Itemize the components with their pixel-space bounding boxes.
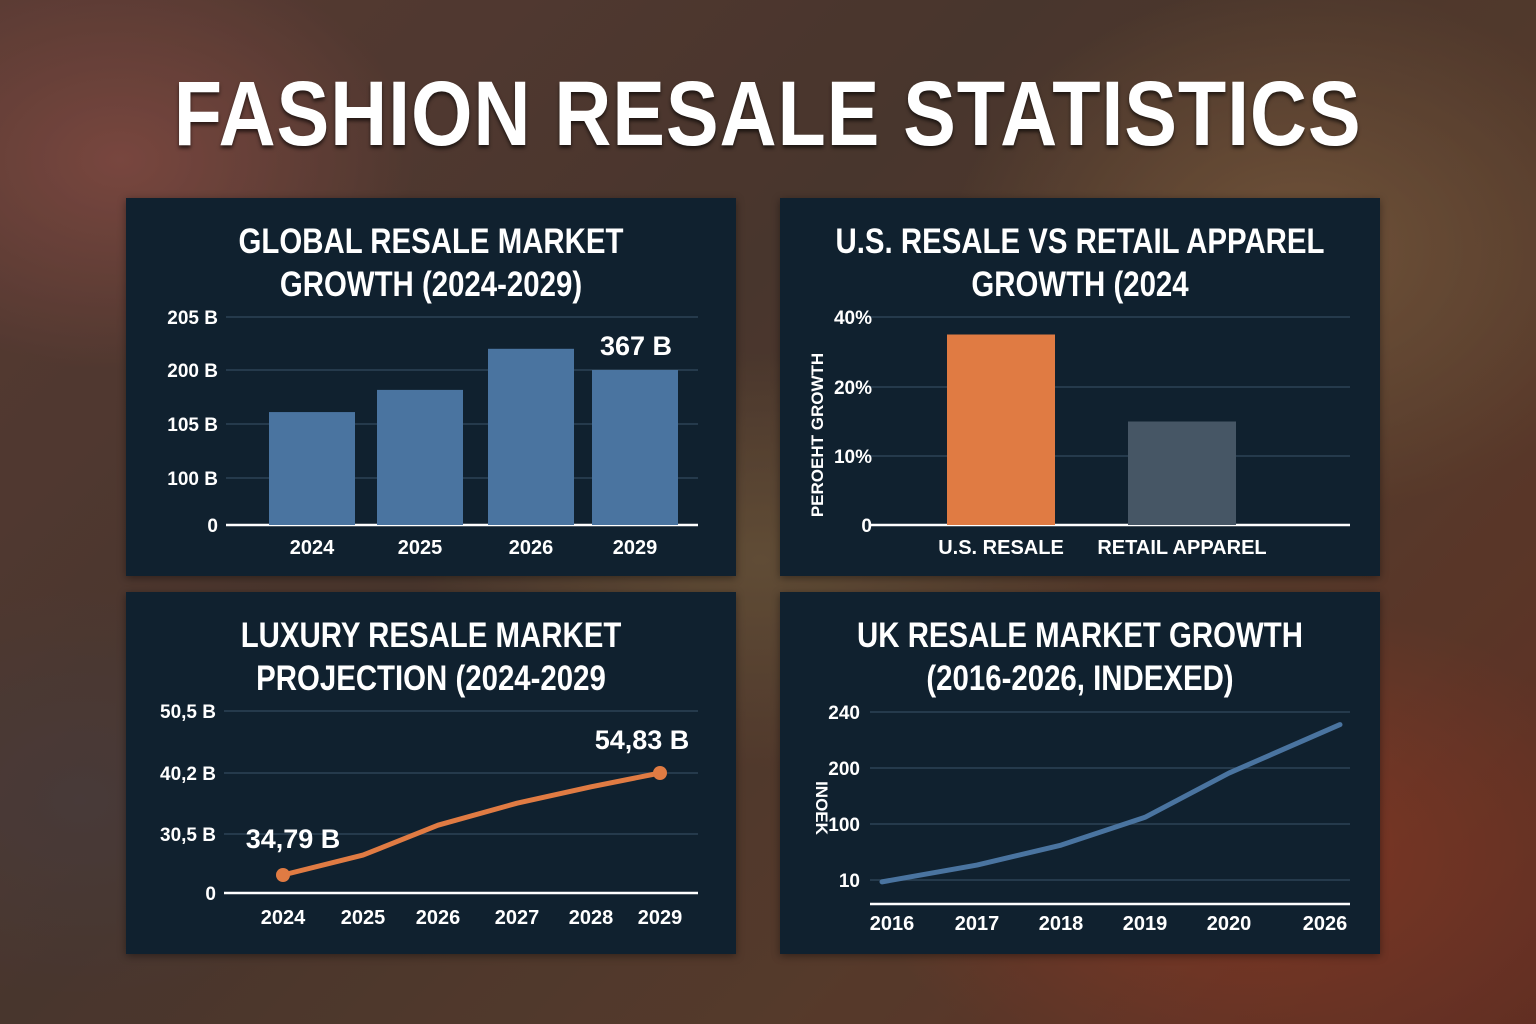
x-tick-label: 2026 (509, 537, 554, 559)
chart-title-line: U.S. RESALE VS RETAIL APPAREL (835, 222, 1325, 261)
us-resale-vs-retail-chart-panel: U.S. RESALE VS RETAIL APPAREL GROWTH (202… (780, 198, 1380, 576)
chart-svg: 0 100 B 105 B 200 B 205 B 2024 2025 2026 2029 367… (167, 308, 698, 559)
x-tick-label: RETAIL APPAREL (1097, 537, 1266, 559)
chart-title-line: PROJECTION (2024-2029 (256, 659, 606, 698)
y-tick-label: 50,5 B (160, 702, 216, 723)
data-label: 367 B (600, 331, 672, 361)
chart-svg: 0 10% 20% 40% U.S. RESALE RETAIL APPAREL PEROE… (808, 308, 1350, 559)
chart-title-line: UK RESALE MARKET GROWTH (857, 616, 1303, 655)
x-tick-label: 2029 (613, 537, 658, 559)
chart-title-line: LUXURY RESALE MARKET (240, 616, 622, 655)
chart-title-line: (2016-2026, INDEXED) (926, 659, 1234, 698)
x-tick-label: 2029 (638, 907, 683, 929)
uk-resale-chart-panel: UK RESALE MARKET GROWTH (2016-2026, INDEX… (780, 592, 1380, 954)
y-axis-label: PEROEHT GROWTH (808, 353, 827, 517)
x-tick-label: 2020 (1207, 913, 1252, 935)
chart-title: GLOBAL RESALE MARKET GROWTH (2024-2029) (126, 220, 736, 306)
y-tick-label: 0 (205, 884, 216, 905)
x-tick-label: 2025 (398, 537, 443, 559)
data-point (276, 868, 290, 883)
bar-retail-apparel (1128, 421, 1236, 525)
luxury-resale-chart-panel: LUXURY RESALE MARKET PROJECTION (2024-202… (126, 592, 736, 954)
y-tick-label: 40% (834, 308, 872, 329)
global-resale-chart-panel: GLOBAL RESALE MARKET GROWTH (2024-2029) 0… (126, 198, 736, 576)
chart-svg: 0 30,5 B 40,2 B 50,5 B 2024 2025 2026 2027 2028 2… (160, 702, 698, 929)
x-tick-label: 2025 (341, 907, 386, 929)
y-axis-label: INOEK (812, 781, 831, 836)
y-tick-label: 105 B (167, 415, 218, 436)
x-tick-label: 2018 (1039, 913, 1084, 935)
y-tick-label: 205 B (167, 308, 218, 329)
y-tick-label: 200 (828, 759, 860, 780)
y-tick-label: 20% (834, 378, 872, 399)
chart-title-line: GROWTH (2024 (971, 265, 1189, 304)
x-tick-label: 2024 (261, 907, 306, 929)
series-line (879, 722, 1343, 885)
x-tick-label: 2027 (495, 907, 540, 929)
data-label: 54,83 B (595, 725, 690, 755)
bar-u-s-resale (947, 334, 1055, 525)
chart-title: UK RESALE MARKET GROWTH (2016-2026, INDEX… (780, 614, 1380, 700)
bar-2026 (488, 348, 574, 525)
x-tick-label: 2026 (1303, 913, 1348, 935)
chart-title: LUXURY RESALE MARKET PROJECTION (2024-202… (126, 614, 736, 700)
bar-2025 (377, 389, 463, 525)
x-tick-label: 2026 (416, 907, 461, 929)
chart-title-line: GROWTH (2024-2029) (279, 265, 583, 304)
x-tick-label: 2024 (290, 537, 335, 559)
y-tick-label: 40,2 B (160, 764, 216, 785)
x-tick-label: 2028 (569, 907, 614, 929)
bar-2029 (592, 370, 678, 525)
chart-svg: 10 100 200 240 2016 2017 2018 2019 2020 2026 INOEK (812, 703, 1350, 935)
y-tick-label: 200 B (167, 361, 218, 382)
x-tick-label: 2017 (955, 913, 1000, 935)
x-tick-label: 2019 (1123, 913, 1168, 935)
y-tick-label: 100 (828, 815, 860, 836)
page-title-text: FASHION RESALE STATISTICS (174, 63, 1362, 165)
y-tick-label: 10 (839, 871, 860, 892)
x-tick-label: U.S. RESALE (938, 537, 1064, 559)
x-tick-label: 2016 (870, 913, 915, 935)
chart-title: U.S. RESALE VS RETAIL APPAREL GROWTH (202… (780, 220, 1380, 306)
series-line (280, 770, 663, 878)
chart-title-line: GLOBAL RESALE MARKET (238, 222, 624, 261)
y-tick-label: 30,5 B (160, 825, 216, 846)
y-tick-label: 0 (207, 516, 218, 537)
y-tick-label: 240 (828, 703, 860, 724)
data-label: 34,79 B (246, 824, 341, 854)
bar-2024 (269, 412, 355, 525)
y-tick-label: 100 B (167, 469, 218, 490)
data-point (653, 766, 667, 780)
y-tick-label: 0 (861, 516, 872, 537)
page-title: FASHION RESALE STATISTICS (0, 62, 1536, 167)
y-tick-label: 10% (834, 447, 872, 468)
